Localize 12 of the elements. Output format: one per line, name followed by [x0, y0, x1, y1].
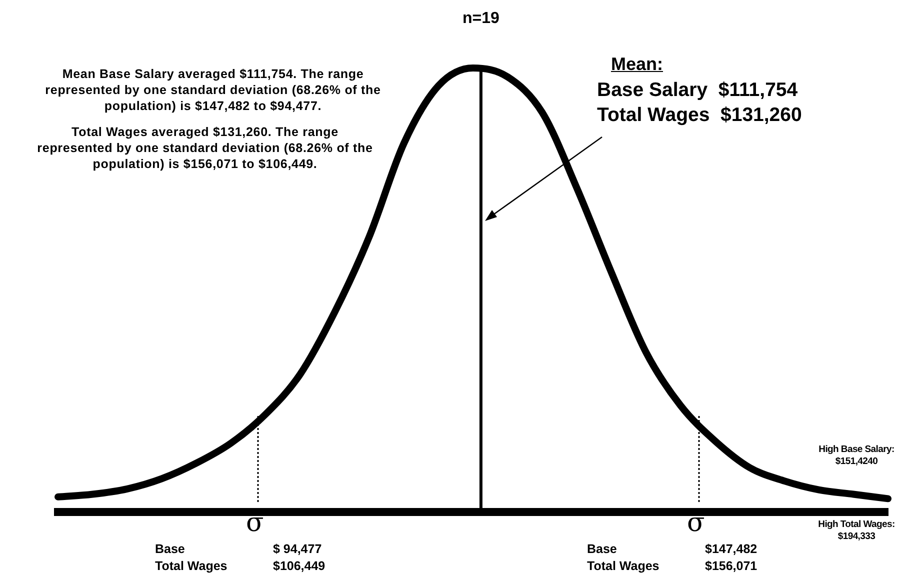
- chart-title: n=19: [462, 10, 500, 28]
- annotation: Total Wages $131,260: [597, 104, 802, 127]
- text: High Total Wages: $194,333: [817, 519, 896, 543]
- text: Base $ 94,477 Total Wages $106,449: [155, 542, 326, 573]
- annotation: Mean Base Salary averaged $111,754. The range represented by one standard deviation (68.26% of the population) is $147,482 to $94,477.: [44, 66, 382, 114]
- text: Base $147,482 Total Wages $156,071: [587, 542, 758, 573]
- annotation: Base Salary $111,754: [597, 79, 798, 102]
- annotation: σ: [687, 508, 705, 538]
- annotation: σ: [246, 508, 264, 538]
- annotation: Total Wages averaged $131,260. The range represented by one standard deviation (68.26% of the population) is $156,071 to $106,449.: [36, 124, 374, 172]
- annotation: Mean:: [610, 54, 664, 75]
- annotation: High Base Salary: $151,4240: [818, 444, 896, 468]
